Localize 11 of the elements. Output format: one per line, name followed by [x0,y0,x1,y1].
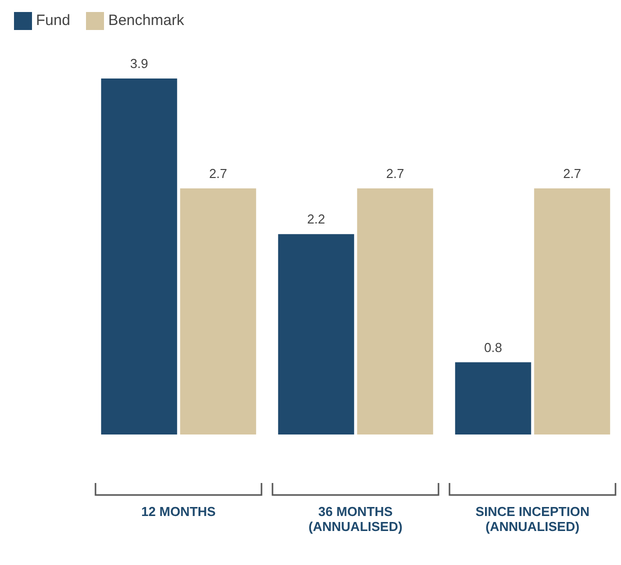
x-tick-label: 36 MONTHS (ANNUALISED) [308,504,402,534]
data-label: 3.9 [130,56,148,72]
x-tick-label: 12 MONTHS [141,504,216,519]
data-label: 2.2 [307,212,326,227]
data-label: 2.7 [563,166,582,181]
data-label: 2.7 [209,166,228,181]
x-tick-label: SINCE INCEPTION (ANNUALISED) [475,504,590,534]
data-label: 0.8 [484,340,502,355]
data-label: 2.7 [386,166,404,181]
legend-label: Benchmark [108,12,184,29]
legend-label: Fund [36,12,70,29]
